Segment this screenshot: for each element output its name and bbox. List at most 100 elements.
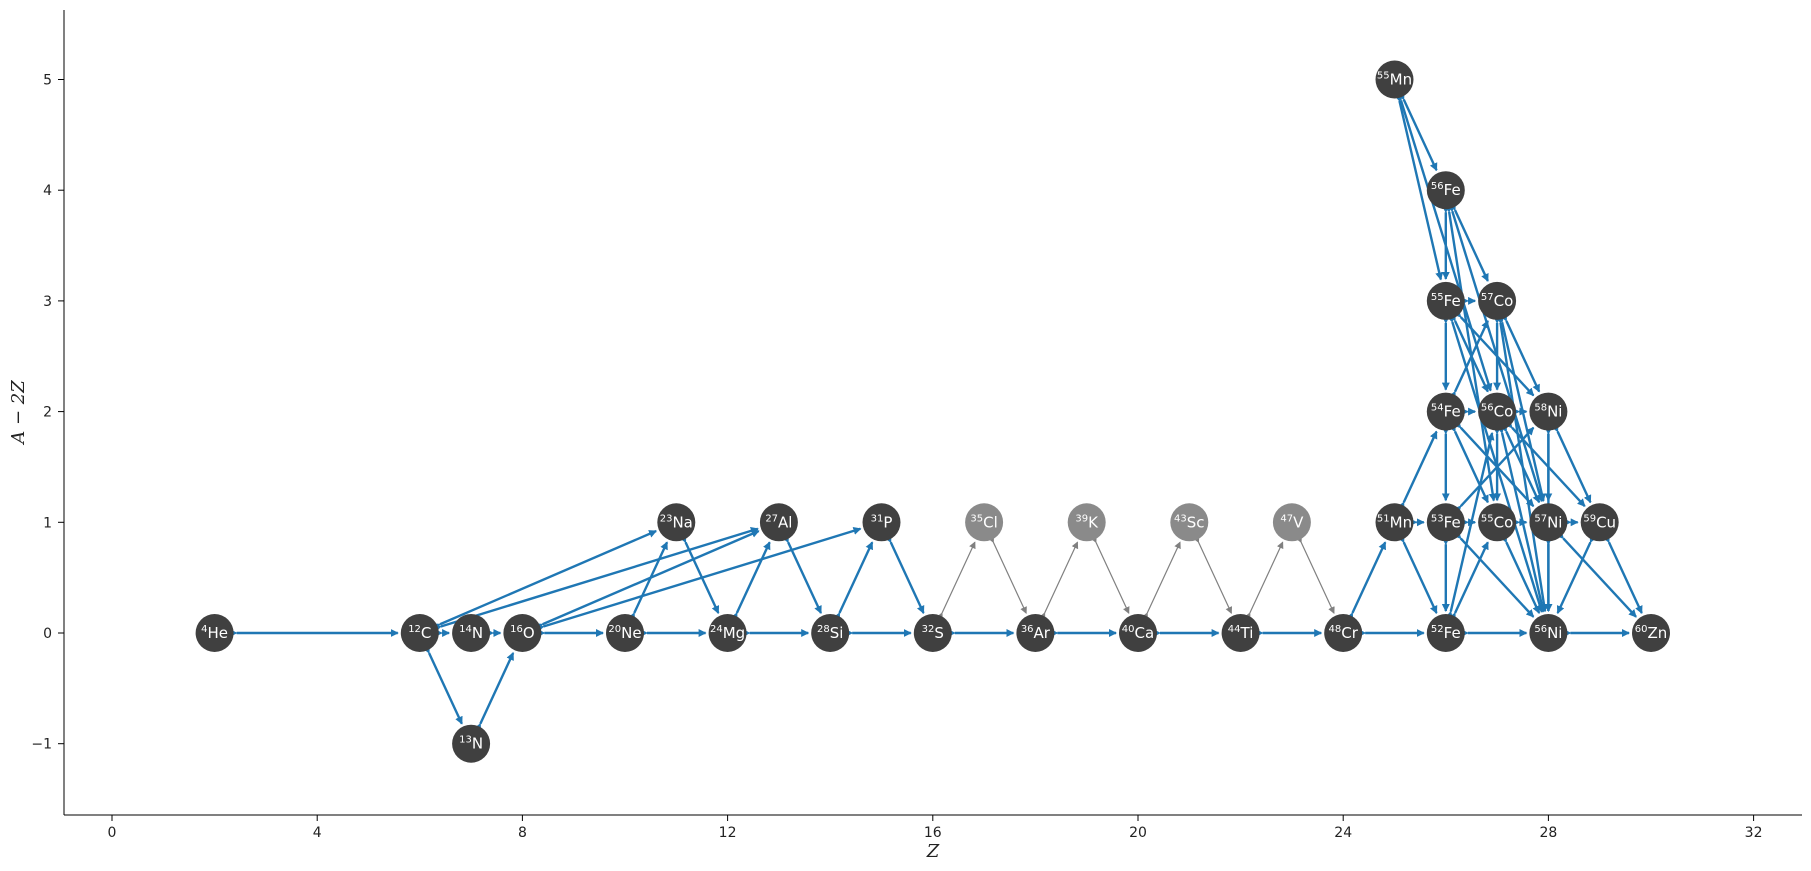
isotope-node-circle bbox=[1272, 503, 1311, 542]
reaction-link-s32-cl35 bbox=[936, 541, 976, 620]
reaction-link-p31-s32 bbox=[884, 534, 925, 614]
y-tick-label: 2 bbox=[43, 405, 52, 421]
isotope-node-sc43: 43Sc bbox=[1170, 503, 1209, 542]
isotope-node-circle bbox=[1580, 503, 1619, 542]
isotope-node-label: 56Co bbox=[1481, 403, 1513, 421]
y-tick-label: 0 bbox=[43, 626, 52, 642]
isotope-node-circle bbox=[1375, 503, 1414, 542]
x-tick-label: 28 bbox=[1539, 825, 1557, 841]
isotope-node-circle bbox=[1478, 503, 1517, 542]
isotope-node-fe56: 56Fe bbox=[1426, 171, 1465, 210]
isotope-node-label: 51Mn bbox=[1377, 513, 1412, 531]
reaction-link-fe54-co55 bbox=[1448, 423, 1489, 504]
isotope-node-label: 44Ti bbox=[1228, 624, 1254, 642]
isotope-node-label: 32S bbox=[922, 624, 944, 642]
x-tick-label: 4 bbox=[313, 825, 322, 841]
reaction-link-ar36-k39 bbox=[1038, 541, 1079, 620]
reaction-link-ca40-sc43 bbox=[1141, 541, 1181, 620]
x-tick-label: 0 bbox=[108, 825, 117, 841]
reaction-link-c12-n13 bbox=[422, 644, 463, 725]
reaction-links bbox=[229, 91, 1643, 732]
isotope-node-fe52: 52Fe bbox=[1426, 614, 1465, 652]
isotope-node-label: 13N bbox=[459, 735, 483, 753]
isotope-node-circle bbox=[503, 614, 542, 652]
reaction-link-ni58-cu59 bbox=[1551, 423, 1592, 504]
y-axis-ticks: −1 0 1 2 3 4 5 bbox=[31, 73, 64, 753]
isotope-node-label: 48Cr bbox=[1329, 624, 1359, 642]
isotope-node-label: 57Co bbox=[1481, 292, 1513, 310]
isotope-node-cl35: 35Cl bbox=[965, 503, 1004, 542]
x-axis-ticks: 0 4 8 12 16 20 24 28 32 bbox=[108, 815, 1763, 841]
isotope-node-label: 57Ni bbox=[1534, 513, 1562, 531]
isotope-node-mn55: 55Mn bbox=[1375, 60, 1414, 99]
isotope-node-ni57: 57Ni bbox=[1529, 503, 1568, 542]
isotope-node-label: 56Fe bbox=[1431, 181, 1461, 199]
isotope-node-co55: 55Co bbox=[1478, 503, 1517, 542]
x-tick-label: 12 bbox=[719, 825, 737, 841]
isotope-node-label: 54Fe bbox=[1431, 403, 1461, 421]
isotope-node-co56: 56Co bbox=[1478, 392, 1517, 431]
isotope-node-fe55: 55Fe bbox=[1426, 281, 1465, 320]
isotope-node-label: 60Zn bbox=[1635, 624, 1668, 642]
isotope-node-co57: 57Co bbox=[1478, 281, 1517, 320]
isotope-node-circle bbox=[1426, 392, 1465, 431]
reaction-link-cu59-ni56 bbox=[1556, 534, 1598, 614]
isotope-node-label: 28Si bbox=[817, 624, 843, 642]
isotope-node-circle bbox=[1478, 281, 1517, 320]
y-tick-label: 4 bbox=[43, 183, 52, 199]
isotope-node-circle bbox=[1067, 503, 1106, 542]
isotope-node-c12: 12C bbox=[400, 614, 439, 652]
reaction-link-mn51-fe52 bbox=[1397, 534, 1438, 614]
isotope-node-label: 27Al bbox=[765, 513, 792, 531]
isotope-node-mn51: 51Mn bbox=[1375, 503, 1414, 542]
isotope-node-label: 47V bbox=[1280, 513, 1304, 531]
reaction-link-co55-ni56 bbox=[1499, 534, 1541, 614]
reaction-link-mn51-fe54 bbox=[1397, 430, 1438, 511]
isotope-node-circle bbox=[759, 503, 798, 542]
reaction-link-c12-na23 bbox=[431, 529, 658, 631]
x-tick-label: 8 bbox=[518, 825, 527, 841]
reaction-link-co57-ni58 bbox=[1499, 312, 1541, 393]
isotope-node-fe53: 53Fe bbox=[1426, 503, 1465, 542]
isotope-node-circle bbox=[1426, 503, 1465, 542]
isotope-node-ni56: 56Ni bbox=[1529, 614, 1568, 652]
isotope-node-label: 55Fe bbox=[1431, 292, 1461, 310]
isotope-node-al27: 27Al bbox=[759, 503, 798, 542]
isotope-node-label: 53Fe bbox=[1431, 513, 1461, 531]
isotope-node-circle bbox=[913, 614, 952, 652]
reaction-link-al27-si28 bbox=[781, 534, 823, 614]
isotope-node-label: 35Cl bbox=[970, 513, 997, 531]
isotope-node-circle bbox=[1529, 614, 1568, 652]
reaction-link-sc43-ti44 bbox=[1192, 535, 1233, 614]
isotope-node-circle bbox=[195, 614, 234, 652]
isotope-node-circle bbox=[657, 503, 696, 542]
isotope-node-he4: 4He bbox=[195, 614, 234, 652]
reaction-link-cu59-zn60 bbox=[1602, 534, 1643, 614]
isotope-node-label: 55Co bbox=[1481, 513, 1513, 531]
isotope-node-circle bbox=[708, 614, 747, 652]
reaction-link-si28-p31 bbox=[832, 541, 874, 622]
isotope-node-label: 43Sc bbox=[1174, 513, 1205, 531]
x-tick-label: 16 bbox=[924, 825, 942, 841]
isotope-node-label: 20Ne bbox=[608, 624, 641, 642]
isotope-node-circle bbox=[965, 503, 1004, 542]
reaction-link-fe54-co57 bbox=[1448, 319, 1489, 400]
reaction-link-v47-cr48 bbox=[1295, 535, 1335, 614]
isotope-node-circle bbox=[1426, 171, 1465, 210]
isotope-node-label: 56Ni bbox=[1534, 624, 1562, 642]
isotope-node-label: 52Fe bbox=[1431, 624, 1461, 642]
isotope-node-label: 36Ar bbox=[1021, 624, 1051, 642]
reaction-link-n13-o16 bbox=[473, 652, 515, 732]
isotope-node-p31: 31P bbox=[862, 503, 901, 542]
reaction-link-mg24-al27 bbox=[730, 541, 771, 622]
isotope-node-circle bbox=[1119, 614, 1157, 652]
reaction-link-na23-mg24 bbox=[678, 534, 720, 614]
isotope-node-si28: 28Si bbox=[811, 614, 850, 652]
isotope-node-label: 40Ca bbox=[1122, 624, 1154, 642]
isotope-node-label: 4He bbox=[201, 624, 228, 642]
isotope-node-na23: 23Na bbox=[657, 503, 696, 542]
isotope-node-ca40: 40Ca bbox=[1119, 614, 1157, 652]
isotope-node-label: 24Mg bbox=[710, 624, 745, 642]
isotope-node-cr48: 48Cr bbox=[1324, 614, 1363, 652]
